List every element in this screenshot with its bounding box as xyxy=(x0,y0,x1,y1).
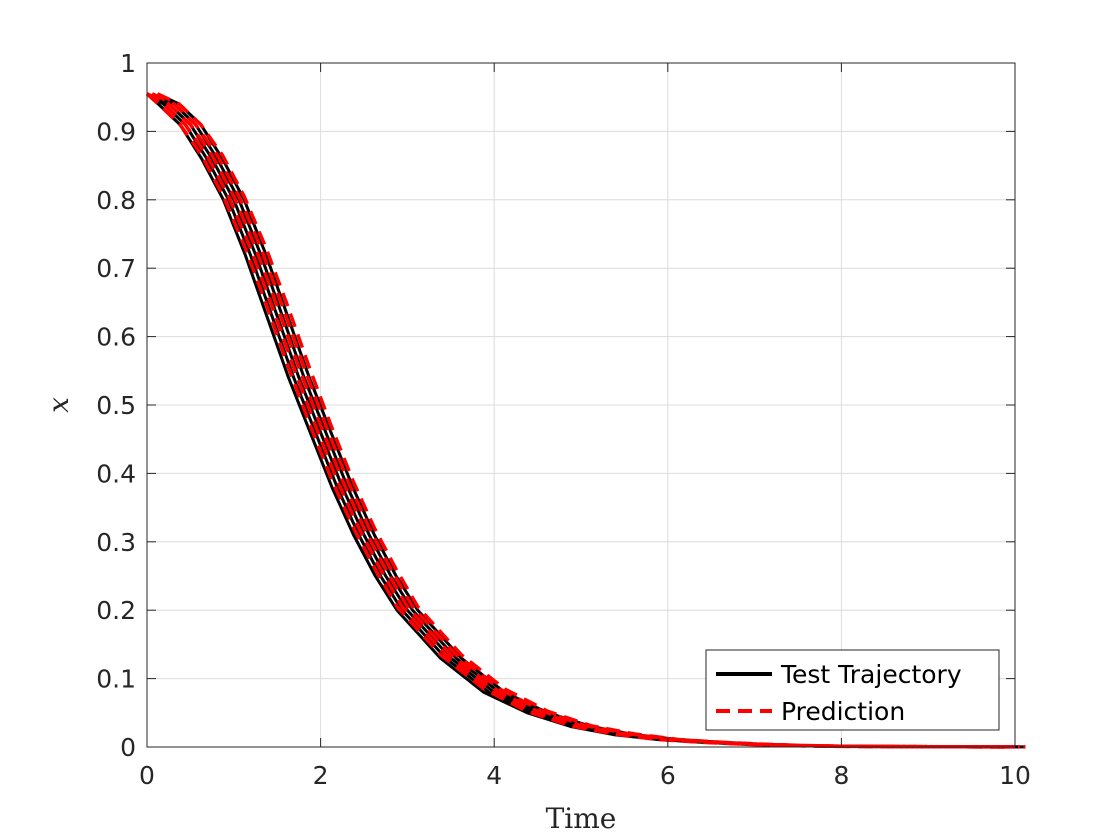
y-tick-label: 0.4 xyxy=(96,459,136,488)
x-tick-labels: 0 2 4 6 8 10 xyxy=(139,761,1031,790)
y-tick-label: 0.3 xyxy=(96,528,136,557)
x-tick-label: 8 xyxy=(833,761,849,790)
y-tick-label: 0.9 xyxy=(96,117,136,146)
series-layer xyxy=(145,92,1026,749)
axis-ticks xyxy=(146,62,1016,748)
grid-lines xyxy=(147,63,1015,747)
x-tick-label: 10 xyxy=(999,761,1031,790)
x-tick-label: 0 xyxy=(139,761,155,790)
series-prediction xyxy=(145,92,1026,749)
y-tick-label: 1 xyxy=(120,49,136,78)
y-tick-label: 0 xyxy=(120,733,136,762)
y-tick-label: 0.5 xyxy=(96,391,136,420)
legend: Test Trajectory Prediction xyxy=(705,649,1000,731)
legend-label-test-trajectory: Test Trajectory xyxy=(780,660,962,689)
y-tick-label: 0.1 xyxy=(96,665,136,694)
series-line xyxy=(156,92,1026,749)
y-tick-label: 0.8 xyxy=(96,186,136,215)
x-tick-label: 4 xyxy=(486,761,502,790)
y-axis-title: x xyxy=(42,397,75,413)
y-tick-labels: 0 0.1 0.2 0.3 0.4 0.5 0.6 0.7 0.8 0.9 1 xyxy=(96,49,136,762)
x-axis-title: Time xyxy=(546,802,617,835)
x-tick-label: 6 xyxy=(660,761,676,790)
y-tick-label: 0.2 xyxy=(96,596,136,625)
x-tick-label: 2 xyxy=(313,761,329,790)
legend-box xyxy=(705,649,1000,731)
y-tick-label: 0.7 xyxy=(96,254,136,283)
y-tick-label: 0.6 xyxy=(96,323,136,352)
legend-label-prediction: Prediction xyxy=(781,697,905,726)
series-line xyxy=(145,92,1005,749)
